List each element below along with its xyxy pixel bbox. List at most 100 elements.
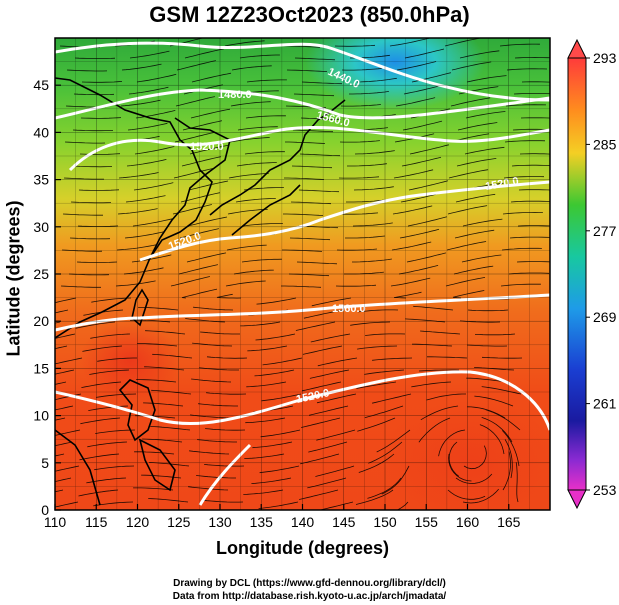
x-tick-label: 115 — [85, 514, 108, 530]
streamline — [187, 216, 228, 227]
y-tick-label: 20 — [33, 313, 49, 329]
y-tick-label: 0 — [41, 502, 49, 518]
streamline — [255, 333, 296, 341]
streamline — [204, 464, 245, 467]
chart-title: GSM 12Z23Oct2023 (850.0hPa) — [149, 2, 470, 27]
streamline — [125, 195, 166, 203]
y-tick-label: 5 — [41, 455, 49, 471]
streamline — [245, 417, 286, 424]
streamline — [448, 441, 460, 477]
streamline — [97, 357, 137, 362]
streamline — [396, 61, 437, 71]
streamline — [245, 115, 286, 119]
streamline — [181, 288, 218, 299]
streamline — [152, 353, 193, 359]
streamline — [233, 269, 274, 275]
streamline — [455, 473, 493, 484]
streamline — [135, 110, 176, 119]
y-tick-label: 30 — [33, 219, 49, 235]
x-axis-label: Longitude (degrees) — [215, 538, 389, 558]
streamline — [55, 441, 73, 447]
streamline — [513, 93, 550, 95]
streamline — [228, 173, 269, 179]
colorbar-top-arrow — [567, 38, 587, 59]
streamline — [133, 182, 174, 191]
x-tick-label: 110 — [44, 514, 67, 530]
streamline — [144, 366, 185, 371]
streamline — [393, 291, 422, 299]
x-tick-label: 125 — [167, 514, 191, 530]
streamline — [466, 75, 507, 83]
colorbar: 293 285 277 269 261 253 — [567, 38, 617, 510]
streamline — [134, 146, 175, 155]
colorbar-bottom-arrow — [567, 489, 587, 510]
streamline — [198, 403, 238, 407]
streamline — [340, 104, 381, 107]
streamline — [55, 465, 80, 472]
streamline — [191, 378, 232, 383]
streamline — [455, 193, 496, 203]
streamline — [396, 501, 409, 510]
streamline — [389, 38, 430, 47]
streamline — [347, 163, 387, 167]
streamline — [70, 201, 112, 204]
streamline — [78, 189, 120, 191]
streamline — [286, 69, 328, 72]
streamline — [413, 305, 454, 311]
streamline — [303, 309, 344, 319]
streamline — [461, 254, 502, 263]
streamline — [520, 117, 550, 119]
colorbar-tick-label: 269 — [593, 309, 617, 325]
streamline — [206, 392, 247, 395]
streamline — [298, 189, 340, 193]
streamline — [376, 429, 411, 453]
streamline — [190, 108, 231, 119]
streamline — [178, 264, 218, 275]
streamline — [453, 265, 494, 275]
streamline — [115, 280, 156, 287]
streamline — [55, 501, 79, 508]
y-tick-label: 40 — [33, 124, 49, 140]
streamline — [511, 164, 550, 167]
streamline — [309, 369, 350, 379]
streamline — [145, 330, 186, 335]
streamline — [71, 165, 113, 168]
streamline — [55, 357, 83, 365]
streamline — [79, 453, 120, 461]
streamline — [236, 162, 277, 167]
streamline — [474, 395, 514, 407]
streamline — [55, 369, 75, 375]
streamline — [516, 261, 550, 263]
streamline — [94, 465, 135, 471]
streamline — [260, 429, 301, 438]
streamline — [418, 369, 460, 372]
streamline — [81, 381, 122, 388]
streamline — [184, 48, 224, 59]
streamline — [88, 405, 129, 411]
streamline — [127, 122, 168, 131]
streamline — [240, 321, 281, 327]
streamline — [136, 73, 177, 83]
streamline — [229, 137, 270, 143]
streamline — [55, 489, 64, 493]
streamline — [244, 453, 285, 459]
y-tick-label: 15 — [33, 360, 49, 376]
colorbar-tick-label: 293 — [593, 50, 617, 66]
streamline — [294, 57, 336, 61]
streamline — [216, 293, 242, 299]
streamline — [481, 386, 522, 395]
streamline — [79, 153, 121, 155]
streamline — [481, 417, 513, 443]
streamline — [176, 60, 216, 71]
streamline — [239, 54, 280, 59]
streamline — [474, 367, 515, 371]
streamline — [502, 451, 511, 491]
streamline — [186, 252, 227, 263]
streamline — [395, 97, 436, 107]
streamline — [148, 498, 189, 503]
streamline — [129, 50, 170, 59]
streamline — [391, 241, 432, 251]
streamline — [118, 172, 159, 179]
streamline — [241, 258, 282, 263]
